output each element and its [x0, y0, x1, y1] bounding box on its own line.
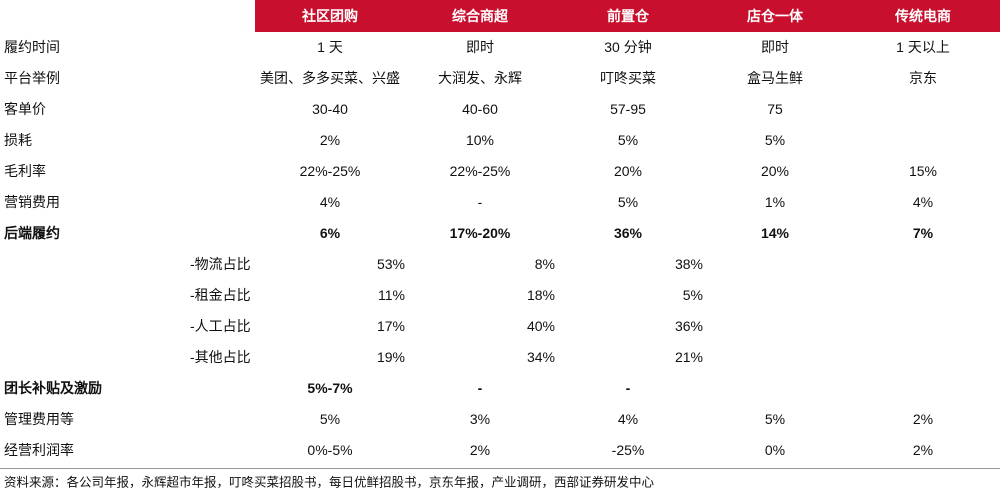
table-cell: 0%	[764, 442, 786, 458]
table-cell: 17%	[376, 318, 405, 334]
table-cell: 20%	[760, 163, 790, 179]
table-cell: 34%	[526, 349, 555, 365]
row-label: 履约时间	[4, 39, 60, 55]
table-cell: 17%-20%	[449, 225, 511, 241]
table-cell: -	[477, 194, 483, 210]
table-cell: 36%	[674, 318, 703, 334]
table-cell: 5%	[617, 194, 639, 210]
table-cell: 5%	[319, 411, 341, 427]
table-cell: 2%	[319, 132, 341, 148]
table-cell: -25%	[611, 442, 645, 458]
table-cell: 20%	[613, 163, 643, 179]
table-cell: 3%	[469, 411, 491, 427]
row-label: 平台举例	[4, 70, 60, 86]
table-cell: 40%	[526, 318, 555, 334]
table-cell: 7%	[912, 225, 934, 241]
table-cell: 8%	[534, 256, 555, 272]
table-cell: -	[477, 380, 483, 396]
row-label: 营销费用	[4, 194, 60, 210]
table-cell: 2%	[912, 411, 934, 427]
table-cell: 4%	[617, 411, 639, 427]
table-cell: 38%	[674, 256, 703, 272]
table-cell: 1 天	[317, 39, 343, 55]
table-cell: 5%	[764, 411, 786, 427]
table-cell: 21%	[674, 349, 703, 365]
table-cell: 即时	[761, 39, 789, 55]
table-cell: 36%	[613, 225, 643, 241]
table-cell: 14%	[760, 225, 790, 241]
table-cell: -	[625, 380, 631, 396]
table-cell: 4%	[319, 194, 341, 210]
row-label: 管理费用等	[4, 411, 74, 427]
row-label: 客单价	[4, 101, 46, 117]
sub-row-label: -其他占比	[190, 349, 251, 365]
table-cell: 2%	[912, 442, 934, 458]
table-cell: 即时	[466, 39, 494, 55]
table-cell: 1%	[764, 194, 786, 210]
table-cell: 30 分钟	[604, 39, 652, 55]
table-cell: 5%	[617, 132, 639, 148]
row-label: 经营利润率	[4, 442, 74, 458]
table-cell: 22%-25%	[299, 163, 361, 179]
row-label: 毛利率	[4, 163, 46, 179]
row-label: 损耗	[4, 132, 32, 148]
table-cell: 5%	[764, 132, 786, 148]
sub-row-label: -人工占比	[190, 318, 251, 334]
table-cell: 10%	[465, 132, 495, 148]
row-label: 团长补贴及激励	[4, 380, 102, 396]
table-cell: 5%-7%	[307, 380, 353, 396]
table-cell: 5%	[682, 287, 703, 303]
table-cell: 4%	[912, 194, 934, 210]
table-cell: 11%	[378, 287, 405, 303]
table-cell: 30-40	[312, 101, 348, 117]
sub-row-label: -物流占比	[190, 256, 251, 272]
table-cell: 京东	[909, 70, 937, 86]
table-cell: 22%-25%	[449, 163, 511, 179]
column-header: 店仓一体	[747, 8, 803, 24]
table-cell: 1 天以上	[896, 39, 950, 55]
source-note: 资料来源：各公司年报，永辉超市年报，叮咚买菜招股书，每日优鲜招股书，京东年报，产…	[4, 475, 655, 490]
table-cell: 盒马生鲜	[747, 70, 803, 86]
table-cell: 0%-5%	[307, 442, 353, 458]
header-bar	[255, 0, 1000, 32]
table-cell: 19%	[376, 349, 405, 365]
column-header: 综合商超	[452, 8, 508, 24]
table-cell: 大润发、永辉	[438, 70, 522, 86]
table-cell: 75	[767, 101, 783, 117]
column-header: 社区团购	[302, 8, 358, 24]
column-header: 前置仓	[607, 8, 649, 24]
sub-row-label: -租金占比	[190, 287, 251, 303]
table-cell: 2%	[469, 442, 491, 458]
table-cell: 叮咚买菜	[600, 70, 656, 86]
footer-rule	[0, 468, 1000, 469]
table-cell: 53%	[376, 256, 405, 272]
table-cell: 6%	[319, 225, 341, 241]
table-cell: 美团、多多买菜、兴盛	[260, 70, 400, 86]
row-label: 后端履约	[4, 225, 60, 241]
table-cell: 15%	[908, 163, 938, 179]
column-header: 传统电商	[895, 8, 951, 24]
table-cell: 40-60	[462, 101, 498, 117]
table-cell: 18%	[526, 287, 555, 303]
table-cell: 57-95	[610, 101, 646, 117]
